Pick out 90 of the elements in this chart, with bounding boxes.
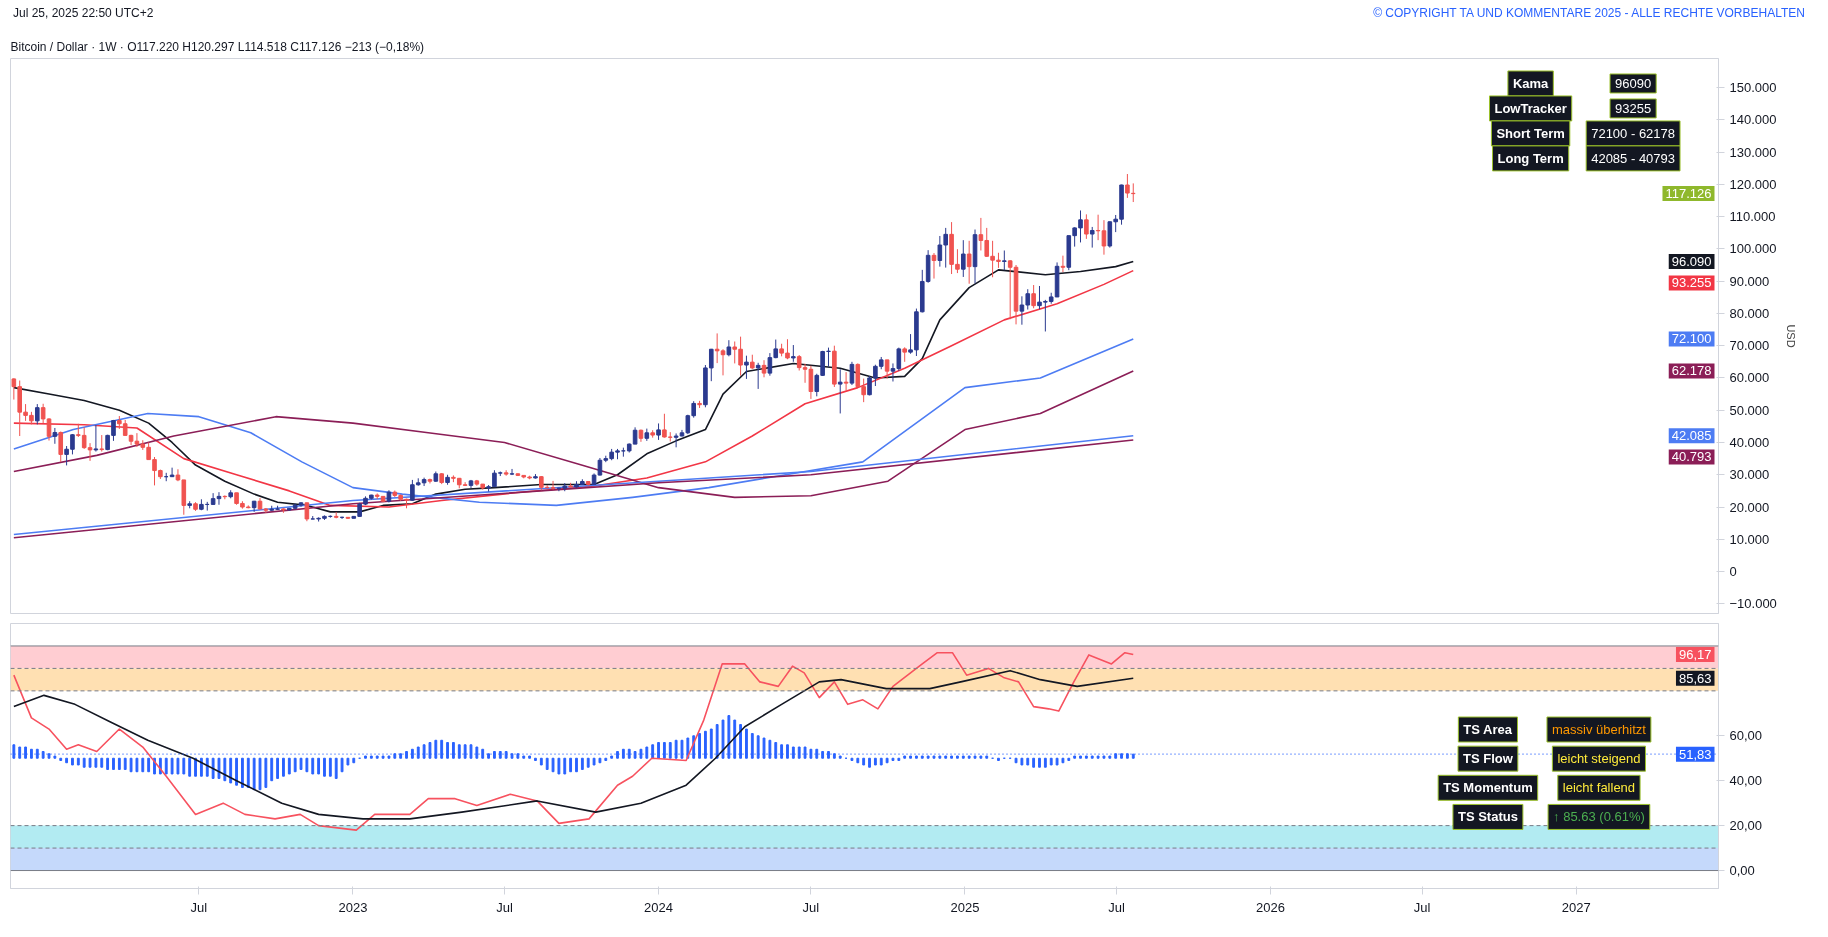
line-series: [13, 669, 1135, 820]
annotation: TS Status: [1457, 809, 1518, 825]
y-tick-label: 30.000: [1729, 467, 1770, 483]
candlestick: [34, 403, 40, 425]
candlestick: [1089, 226, 1095, 249]
annotation: 96090: [1615, 75, 1652, 91]
y-tick-label: 20.000: [1729, 499, 1770, 515]
x-tick-label: Jul: [190, 899, 208, 915]
ref-line-label: 51,83: [1678, 746, 1712, 762]
y-tick-label: 0,00: [1729, 863, 1755, 879]
x-tick-label: Jul: [496, 899, 513, 915]
x-tick-label: 2026: [1256, 899, 1286, 915]
y-tick-label: 130.000: [1729, 144, 1777, 160]
annotation: 42085 - 40793: [1591, 150, 1676, 166]
candlestick: [755, 362, 761, 390]
y-axis-title: USD: [1784, 324, 1797, 348]
y-tick-label: 100.000: [1729, 241, 1777, 257]
y-tick-label: 60,00: [1729, 728, 1763, 744]
x-tick-label: 2024: [644, 899, 673, 915]
x-tick-label: 2023: [338, 899, 368, 915]
annotation: 96.090: [1671, 253, 1712, 269]
annotation: TS Momentum: [1443, 780, 1533, 796]
x-tick-label: Jul: [1108, 899, 1125, 915]
candlestick: [210, 492, 216, 505]
annotation: 93255: [1615, 100, 1652, 116]
candlestick: [58, 431, 64, 463]
annotation: Long Term: [1497, 150, 1564, 166]
candlestick: [961, 239, 966, 278]
x-tick-label: Jul: [802, 899, 820, 915]
chart-title: Bitcoin / Dollar · 1W · O117.220 H120.297 L114.518 C117.126 −213 (−0,18%): [10, 39, 425, 54]
annotation: 62.178: [1671, 363, 1712, 379]
y-tick-label: 140.000: [1729, 112, 1777, 128]
annotation: TS Area: [1463, 722, 1513, 737]
candlestick: [1007, 259, 1013, 320]
candlestick: [744, 355, 749, 380]
candlestick: [1002, 249, 1007, 271]
y-tick-label: 150.000: [1729, 80, 1777, 96]
annotation: massiv überhitzt: [1551, 722, 1647, 737]
y-tick-label: 10.000: [1729, 531, 1770, 547]
candlestick: [884, 359, 890, 380]
candlestick: [843, 371, 849, 392]
line-series: [13, 651, 1135, 831]
y-tick-label: 20,00: [1729, 818, 1763, 834]
candlestick: [1031, 284, 1036, 309]
y-tick-label: 70.000: [1729, 338, 1770, 354]
annotation: leicht fallend: [1562, 780, 1636, 796]
annotation: 93.255: [1671, 275, 1712, 291]
candlestick: [169, 467, 175, 478]
y-tick-label: 60.000: [1729, 370, 1770, 386]
candlestick: [304, 502, 310, 522]
candlestick: [966, 240, 972, 285]
y-tick-label: 90.000: [1729, 273, 1770, 289]
candlestick: [421, 477, 427, 487]
annotation: Short Term: [1496, 125, 1565, 141]
y-tick-label: 0: [1729, 564, 1737, 580]
candlestick: [1060, 255, 1066, 273]
annotation: leicht steigend: [1557, 751, 1641, 767]
annotation: Kama: [1512, 75, 1550, 91]
candlestick: [761, 359, 767, 378]
annotation: 42.085: [1671, 428, 1712, 444]
annotation: 85,63: [1678, 670, 1712, 686]
annotation: 96,17: [1678, 647, 1712, 663]
annotation: ↑ 85.63 (0.61%): [1553, 809, 1645, 825]
y-tick-label: 120.000: [1729, 176, 1777, 192]
text: Jul 25, 2025 22:50 UTC+2: [12, 5, 154, 22]
x-tick-label: 2027: [1561, 899, 1591, 915]
y-tick-label: 80.000: [1729, 305, 1770, 321]
candlestick: [1125, 173, 1130, 199]
annotation: TS Flow: [1463, 751, 1514, 767]
annotation: 40.793: [1671, 449, 1712, 465]
annotation: LowTracker: [1494, 100, 1567, 116]
y-tick-label: 40.000: [1729, 434, 1770, 450]
y-tick-label: 110.000: [1729, 209, 1776, 225]
candlestick: [849, 361, 855, 386]
text: © COPYRIGHT TA UND KOMMENTARE 2025 - ALLE RECHTE VORBEHALTEN: [1373, 5, 1806, 22]
x-tick-label: Jul: [1413, 899, 1431, 915]
candlestick: [1084, 213, 1089, 240]
candlestick: [509, 468, 515, 476]
candlestick: [1130, 182, 1136, 203]
candlestick: [52, 427, 58, 445]
x-tick-label: 2025: [950, 899, 980, 915]
candlestick: [99, 434, 105, 453]
y-tick-label: 40,00: [1729, 773, 1763, 789]
annotation: 72100 - 62178: [1591, 125, 1676, 141]
candlestick: [837, 368, 843, 414]
y-tick-label: 50.000: [1729, 402, 1770, 418]
annotation: 117.126: [1665, 186, 1712, 202]
candlestick: [93, 424, 99, 453]
annotation: 72.100: [1671, 331, 1712, 347]
y-tick-label: −10.000: [1729, 596, 1777, 612]
